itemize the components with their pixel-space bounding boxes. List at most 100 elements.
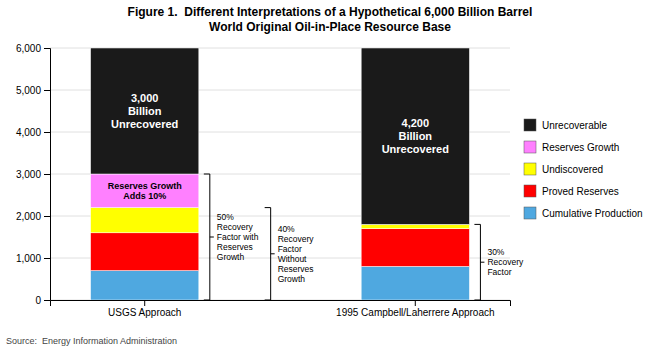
bracket-line [474, 300, 480, 301]
text-line: Recovery [487, 257, 524, 267]
legend-item: Reserves Growth [524, 141, 619, 153]
text-line: Reserves Growth [108, 181, 182, 191]
bar-annotation: 3,000BillionUnrecovered [111, 92, 178, 130]
text-line: Recovery [217, 222, 254, 232]
legend-item: Unrecoverable [524, 119, 607, 131]
bracket [474, 224, 484, 300]
legend-swatch [524, 207, 536, 219]
y-tick-label: 3,000 [16, 169, 41, 180]
y-tick: 6,000 [16, 43, 50, 54]
bracket-annotation: 30%RecoveryFactor [487, 247, 524, 277]
text-line: 30% [487, 247, 504, 257]
bracket-line [204, 300, 210, 301]
subtitle: World Original Oil-in-Place Resource Bas… [209, 20, 451, 34]
text-line: Factor [278, 244, 302, 254]
y-tick-mark [44, 90, 50, 91]
source: Source: Energy Information Administratio… [6, 336, 177, 346]
y-tick: 1,000 [16, 253, 50, 264]
bar-annotation: Reserves GrowthAdds 10% [108, 181, 182, 202]
text-line: Without [278, 254, 307, 264]
x-tick: USGS Approach [108, 300, 181, 318]
legend-label: Proved Reserves [542, 186, 619, 197]
y-tick-label: 4,000 [16, 127, 41, 138]
y-tick-mark [44, 258, 50, 259]
y-axis: 0 1,000 2,000 3,000 4,000 5,000 6,000 [16, 43, 51, 306]
legend-swatch [524, 185, 536, 197]
y-tick: 3,000 [16, 169, 50, 180]
bracket-line [265, 207, 271, 208]
y-tick-mark [44, 48, 50, 49]
bar-segment [361, 229, 469, 267]
y-tick-mark [44, 174, 50, 175]
chart: Figure 1. Different Interpretations of a… [0, 0, 660, 349]
bar-annotation: 4,200BillionUnrecovered [382, 117, 449, 155]
bar-segment [361, 224, 469, 228]
text-line: 3,000 [131, 92, 159, 104]
legend-item: Proved Reserves [524, 185, 619, 197]
text-line: 50% [217, 212, 234, 222]
text-line: Growth [217, 252, 245, 262]
legend-swatch [524, 119, 536, 131]
bracket [265, 208, 275, 300]
bar-segment [91, 233, 199, 271]
y-tick-mark [44, 132, 50, 133]
title: Figure 1. Different Interpretations of a… [128, 5, 533, 19]
legend-item: Cumulative Production [524, 207, 643, 219]
legend: Unrecoverable Reserves Growth Undiscovered… [524, 119, 643, 219]
text-line: Billion [398, 130, 432, 142]
x-tick-mark [144, 300, 145, 306]
bar-segment [361, 48, 469, 224]
y-tick: 4,000 [16, 127, 50, 138]
series [91, 48, 470, 224]
bracket-line [204, 174, 210, 175]
y-tick: 2,000 [16, 211, 50, 222]
legend-label: Unrecoverable [542, 120, 607, 131]
x-axis-line [51, 301, 511, 307]
y-tick-label: 5,000 [16, 85, 41, 96]
y-tick-label: 2,000 [16, 211, 41, 222]
text-line: Unrecovered [111, 118, 178, 130]
bar-segment [91, 174, 199, 208]
x-axis: USGS Approach 1995 Campbell/Laherrere App… [51, 300, 511, 318]
legend-swatch [524, 141, 536, 153]
bar-segment [361, 266, 469, 300]
x-tick-label: 1995 Campbell/Laherrere Approach [336, 307, 494, 318]
text-line: 40% [278, 224, 295, 234]
plot: 0 1,000 2,000 3,000 4,000 5,000 6,000 USGS Appr… [16, 43, 524, 318]
bracket-line [210, 237, 214, 238]
annotations: 3,000BillionUnrecovered4,200BillionUnrec… [108, 92, 524, 300]
x-tick-label: USGS Approach [108, 307, 181, 318]
bracket-line [480, 262, 484, 263]
text-line: 4,200 [402, 117, 430, 129]
bracket-line [271, 253, 275, 254]
y-tick: 0 [35, 295, 50, 306]
text-line: Reserves [278, 264, 314, 274]
bars [91, 48, 470, 300]
bracket-line [474, 224, 480, 225]
y-axis-line [44, 49, 51, 301]
text-line: Adds 10% [123, 191, 166, 201]
grid [50, 48, 510, 300]
text-line: Factor [487, 267, 511, 277]
text-line: Growth [278, 274, 306, 284]
text-line: Factor with [217, 232, 259, 242]
y-tick-label: 6,000 [16, 43, 41, 54]
text-line: Recovery [278, 234, 315, 244]
bracket-annotation: 50%RecoveryFactor withReservesGrowth [217, 212, 259, 262]
y-tick-mark [44, 216, 50, 217]
y-tick: 5,000 [16, 85, 50, 96]
bar-segment [91, 48, 199, 174]
x-tick: 1995 Campbell/Laherrere Approach [336, 300, 494, 318]
text-line: Unrecovered [382, 143, 449, 155]
legend-label: Cumulative Production [542, 208, 643, 219]
legend-label: Undiscovered [542, 164, 603, 175]
y-tick-label: 0 [35, 295, 41, 306]
y-tick-mark [44, 300, 50, 301]
bar-segment [91, 271, 199, 300]
legend-label: Reserves Growth [542, 142, 619, 153]
y-tick-label: 1,000 [16, 253, 41, 264]
text-line: Billion [128, 105, 162, 117]
bracket [204, 174, 214, 300]
legend-item: Undiscovered [524, 163, 603, 175]
bracket-line [265, 300, 271, 301]
